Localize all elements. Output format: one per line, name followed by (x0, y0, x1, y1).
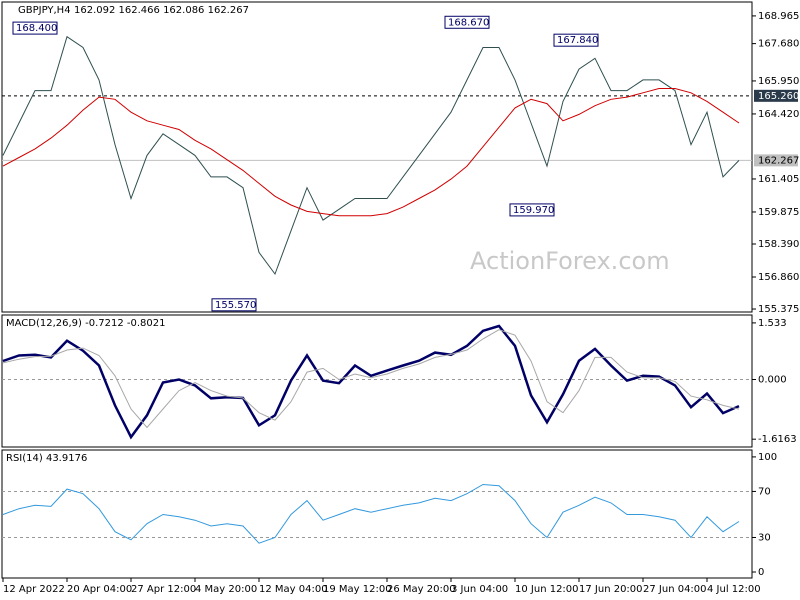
y-tick-label: 156.860 (758, 272, 799, 283)
x-tick-label: 26 May 20:00 (387, 584, 456, 595)
y-tick-label: 165.950 (758, 76, 799, 87)
y-tick-label: -1.6163 (758, 434, 797, 445)
annotation-label: 168.400 (16, 23, 57, 34)
y-tick-label: 100 (758, 452, 777, 463)
y-tick-label: 167.680 (758, 39, 799, 50)
x-tick-label: 12 Apr 2022 (3, 584, 65, 595)
annotation-label: 155.570 (215, 300, 256, 311)
y-tick-label: 0.000 (758, 375, 787, 386)
y-tick-label: 70 (758, 486, 771, 497)
annotation-label: 168.670 (448, 17, 489, 28)
annotation-box (444, 15, 490, 29)
y-tick-label: 159.875 (758, 207, 799, 218)
x-tick-label: 19 May 12:00 (323, 584, 392, 595)
series-line (2, 329, 740, 429)
y-tick-label: 161.405 (758, 174, 799, 185)
macd-panel (1, 314, 753, 448)
y-tick-label: 164.420 (758, 109, 799, 120)
x-tick-label: 3 Jun 04:00 (451, 584, 508, 595)
x-tick-label: 20 Apr 04:00 (67, 584, 132, 595)
series-line (2, 483, 740, 544)
x-tick-label: 17 Jun 20:00 (579, 584, 643, 595)
x-tick-label: 27 Jun 04:00 (643, 584, 707, 595)
macd-title: MACD(12,26,9) -0.7212 -0.8021 (6, 318, 166, 329)
series-line (2, 88, 740, 217)
x-tick-label: 4 May 20:00 (195, 584, 257, 595)
y-tick-label: 30 (758, 532, 771, 543)
x-tick-label: 10 Jun 12:00 (515, 584, 579, 595)
x-tick-label: 27 Apr 12:00 (131, 584, 196, 595)
rsi-title: RSI(14) 43.9176 (6, 453, 87, 464)
x-tick-label: 12 May 04:00 (259, 584, 328, 595)
x-tick-label: 4 Jul 12:00 (707, 584, 761, 595)
annotation-box (553, 33, 599, 47)
series-line (2, 35, 740, 276)
annotation-label: 159.970 (513, 205, 554, 216)
symbol-title: GBPJPY,H4 (18, 5, 71, 16)
last-box (754, 154, 798, 167)
annotation-label: 167.840 (557, 35, 598, 46)
annotation-box (12, 21, 58, 35)
y-tick-label: 0 (758, 567, 764, 578)
ohlc-text: 162.092 162.466 162.086 162.267 (74, 5, 249, 16)
last-label: 162.267 (758, 155, 799, 166)
annotation-box (509, 203, 555, 217)
annotation-box (211, 298, 257, 312)
level-box (754, 89, 798, 102)
y-tick-label: 155.375 (758, 304, 799, 315)
level-label: 165.260 (758, 91, 799, 102)
y-tick-label: 158.390 (758, 239, 799, 250)
price-panel (1, 1, 753, 313)
y-tick-label: 168.965 (758, 11, 799, 22)
y-tick-label: 1.533 (758, 318, 787, 329)
series-line (2, 324, 740, 440)
rsi-panel (1, 449, 753, 579)
watermark: ActionForex.com (470, 247, 670, 275)
